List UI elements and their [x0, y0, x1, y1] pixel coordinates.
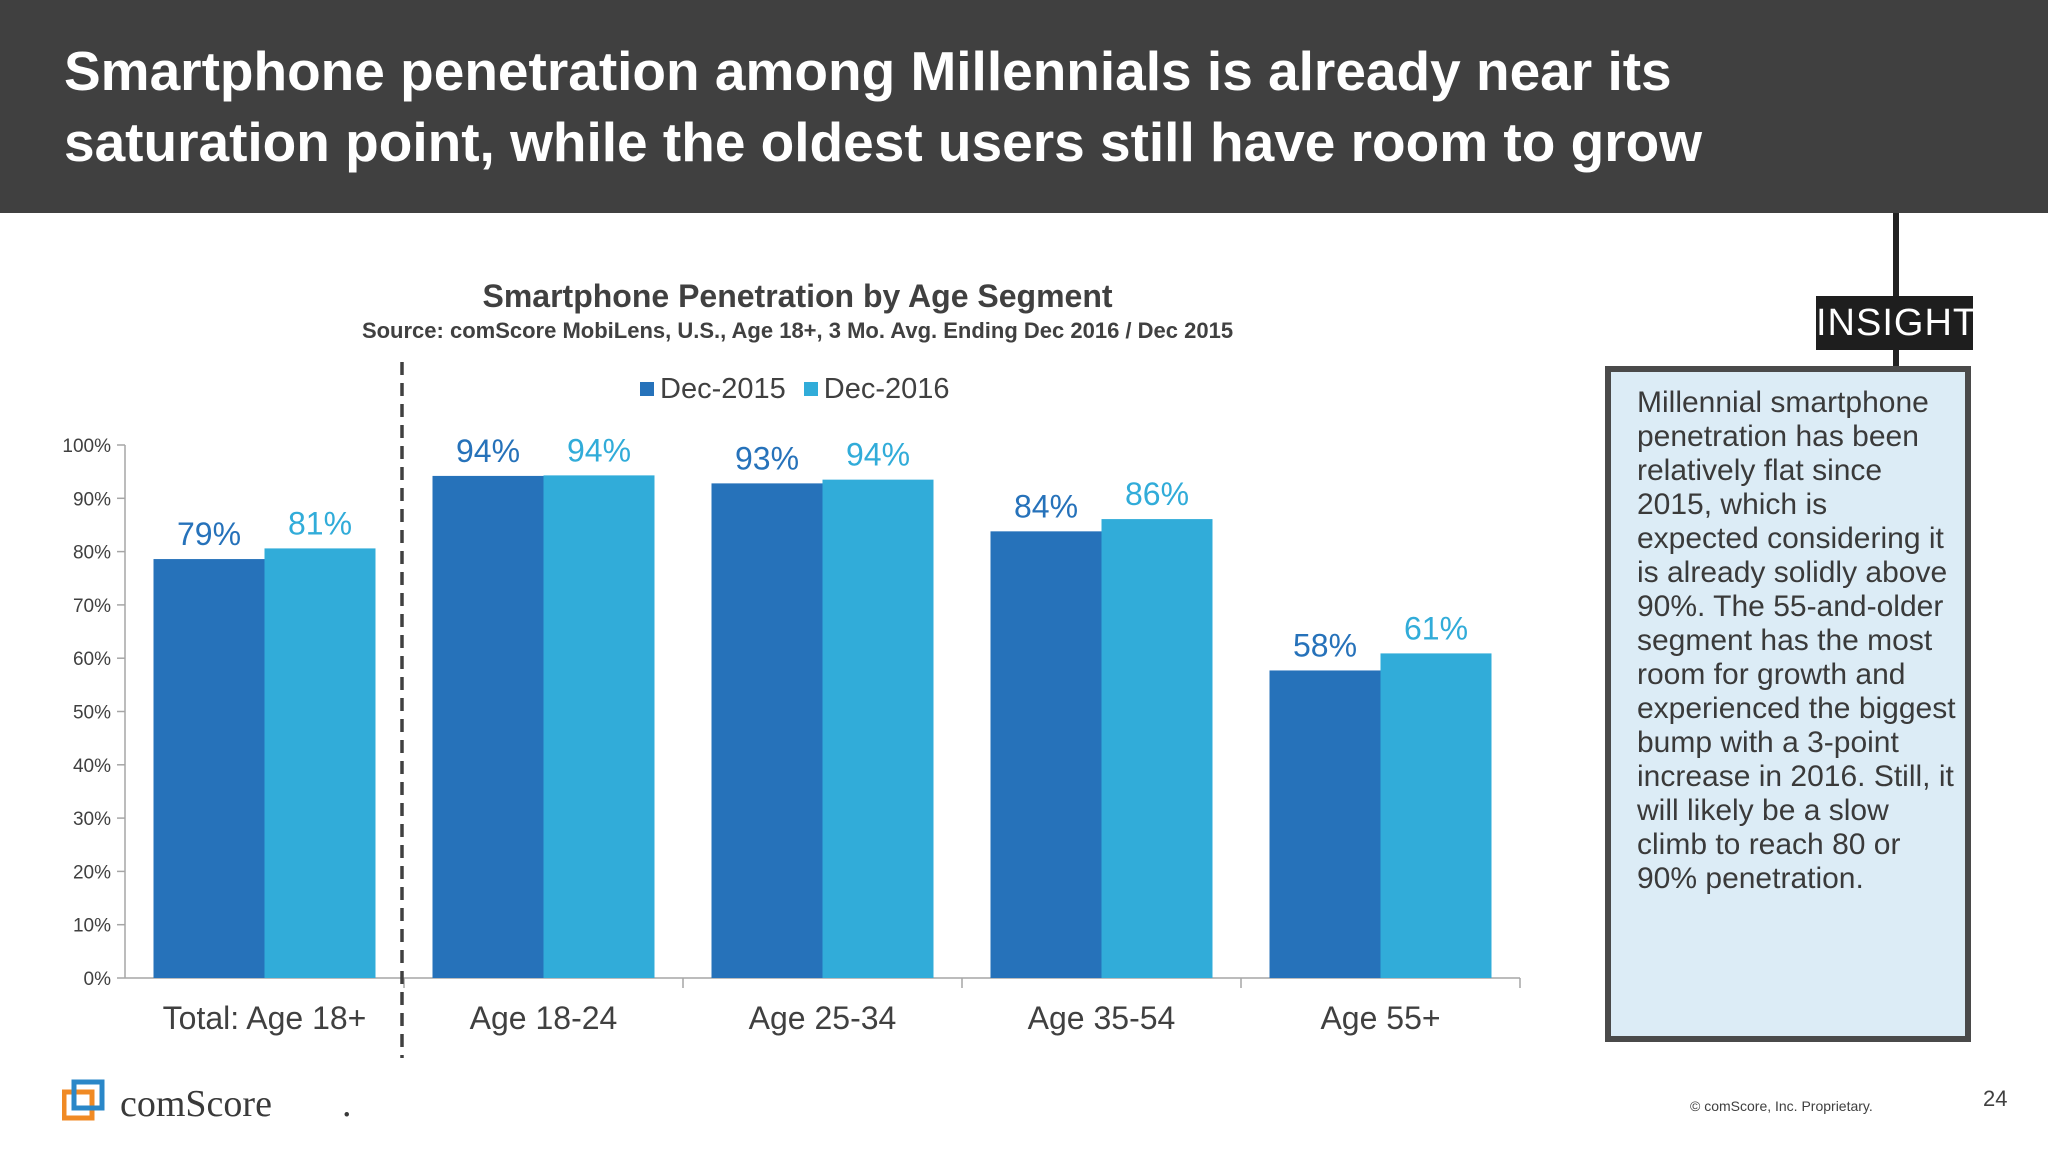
- x-tick-label: Age 25-34: [749, 1000, 897, 1036]
- insight-connector-line: [1893, 213, 1899, 368]
- legend-item-dec-2015: Dec-2015: [640, 373, 786, 406]
- data-label: 94%: [567, 432, 631, 468]
- y-tick-label: 80%: [73, 543, 111, 564]
- legend-item-dec-2016: Dec-2016: [803, 372, 950, 406]
- insight-text: Millennial smartphone penetration has be…: [1637, 386, 1956, 895]
- insight-label: INSIGHT: [1816, 296, 1976, 350]
- bar-dec-2015: [432, 475, 544, 978]
- page-number: 24: [1983, 1086, 2008, 1111]
- data-label: 81%: [288, 505, 352, 541]
- legend-swatch-dec-2016: [803, 382, 818, 396]
- legend-label-dec-2015: Dec-2015: [660, 372, 786, 405]
- x-tick-label: Age 55+: [1320, 1000, 1440, 1036]
- legend-label-dec-2016: Dec-2016: [823, 372, 950, 405]
- bar-dec-2016: [1101, 519, 1213, 978]
- y-tick-label: 60%: [73, 649, 111, 670]
- x-tick-label: Total: Age 18+: [163, 1000, 367, 1036]
- slide-headline: Smartphone penetration among Millennials…: [64, 40, 1702, 173]
- x-tick-label: Age 18-24: [470, 1000, 618, 1036]
- comscore-logo-wordmark: comScore: [120, 1083, 272, 1122]
- bar-dec-2015: [990, 531, 1102, 978]
- x-tick-label: Age 35-54: [1028, 1000, 1176, 1036]
- y-tick-label: 70%: [73, 596, 111, 617]
- y-tick-label: 30%: [73, 809, 111, 830]
- y-tick-label: 0%: [84, 969, 112, 990]
- data-label: 58%: [1293, 627, 1357, 663]
- data-label: 86%: [1125, 476, 1189, 512]
- y-tick-label: 100%: [62, 436, 111, 457]
- insight-box: [1605, 366, 1971, 1042]
- data-label: 94%: [846, 437, 910, 473]
- chart-legend: Dec-2015 Dec-2016: [640, 372, 968, 406]
- y-tick-label: 40%: [73, 756, 111, 777]
- data-label: 93%: [735, 440, 799, 476]
- bar-dec-2016: [543, 475, 655, 978]
- legend-swatch-dec-2015: [640, 382, 654, 396]
- bar-dec-2015: [153, 559, 265, 978]
- bar-dec-2016: [1380, 653, 1492, 978]
- comscore-logo-icon: [62, 1079, 105, 1121]
- data-label: 84%: [1014, 488, 1078, 524]
- bar-dec-2016: [822, 479, 934, 978]
- bar-dec-2015: [711, 483, 823, 978]
- data-label: 94%: [456, 433, 520, 469]
- chart-title: Smartphone Penetration by Age Segment: [482, 278, 1113, 314]
- bar-dec-2015: [1269, 670, 1381, 978]
- data-label: 79%: [177, 516, 241, 552]
- chart-subtitle: Source: comScore MobiLens, U.S., Age 18+…: [361, 318, 1234, 343]
- comscore-logo: comScore .: [62, 1079, 352, 1122]
- y-tick-label: 50%: [73, 703, 111, 724]
- y-tick-label: 10%: [73, 916, 111, 937]
- bar-dec-2016: [264, 548, 376, 978]
- title-bar: Smartphone penetration among Millennials…: [0, 0, 2048, 213]
- y-tick-label: 90%: [73, 489, 111, 510]
- y-tick-label: 20%: [73, 862, 111, 883]
- copyright-notice: © comScore, Inc. Proprietary.: [1690, 1098, 1873, 1114]
- comscore-logo-period: .: [342, 1083, 352, 1122]
- insight-connector-line-lower: [1893, 340, 1899, 370]
- data-label: 61%: [1404, 610, 1468, 646]
